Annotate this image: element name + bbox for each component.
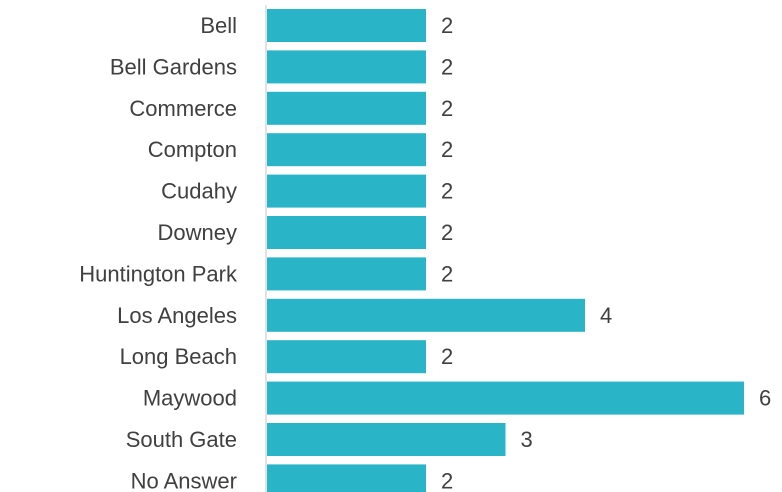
bar-maywood <box>267 381 744 415</box>
bars-group <box>267 9 744 492</box>
category-label-huntington-park: Huntington Park <box>79 261 238 286</box>
value-label-bell-gardens: 2 <box>441 54 453 79</box>
value-label-bell: 2 <box>441 13 453 38</box>
value-label-downey: 2 <box>441 220 453 245</box>
value-label-long-beach: 2 <box>441 344 453 369</box>
category-labels-group: Bell Bell Gardens Commerce Compton Cudahy Dow… <box>79 13 238 492</box>
bar-bell <box>267 9 426 42</box>
value-label-commerce: 2 <box>441 96 453 121</box>
category-label-commerce: Commerce <box>129 96 237 121</box>
category-label-no-answer: No Answer <box>131 468 237 492</box>
value-label-compton: 2 <box>441 137 453 162</box>
bar-south-gate <box>267 423 506 456</box>
value-label-maywood: 6 <box>759 386 771 411</box>
bar-no-answer <box>267 464 426 492</box>
bar-downey <box>267 216 426 249</box>
bar-compton <box>267 133 426 167</box>
category-label-long-beach: Long Beach <box>120 344 237 369</box>
category-label-compton: Compton <box>148 137 237 162</box>
value-labels-group: 2 2 2 2 2 2 2 4 2 6 3 2 <box>441 13 771 492</box>
value-label-huntington-park: 2 <box>441 261 453 286</box>
value-label-los-angeles: 4 <box>600 303 612 328</box>
value-label-south-gate: 3 <box>521 427 533 452</box>
bar-commerce <box>267 91 426 125</box>
category-label-los-angeles: Los Angeles <box>117 303 237 328</box>
category-label-bell: Bell <box>200 13 237 38</box>
value-label-cudahy: 2 <box>441 179 453 204</box>
category-label-downey: Downey <box>158 220 237 245</box>
category-label-maywood: Maywood <box>143 386 237 411</box>
bar-bell-gardens <box>267 50 426 84</box>
value-label-no-answer: 2 <box>441 468 453 492</box>
bar-long-beach <box>267 340 426 374</box>
bar-cudahy <box>267 174 426 208</box>
category-label-bell-gardens: Bell Gardens <box>110 54 237 79</box>
category-label-south-gate: South Gate <box>126 427 237 452</box>
category-label-cudahy: Cudahy <box>161 179 237 204</box>
bar-los-angeles <box>267 298 585 332</box>
bar-huntington-park <box>267 257 426 291</box>
